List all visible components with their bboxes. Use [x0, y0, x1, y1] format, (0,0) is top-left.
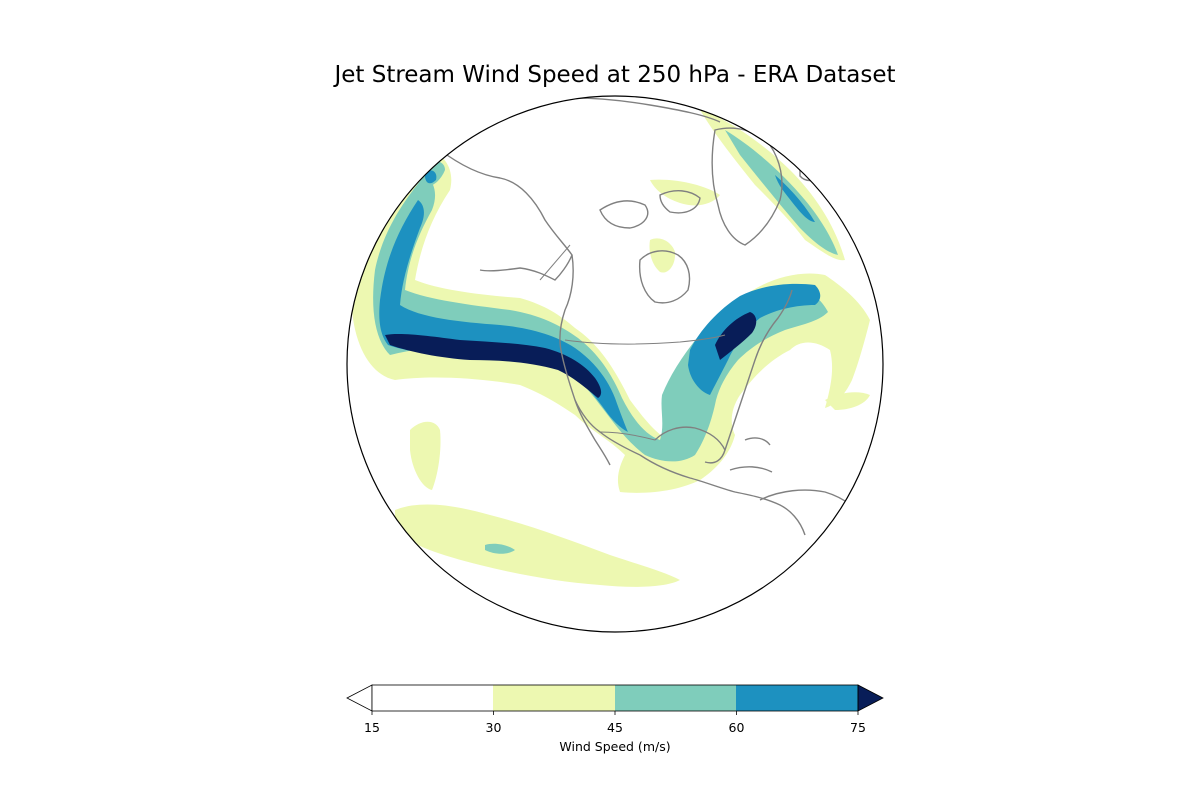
contour-30-45-east-atlantic — [825, 392, 870, 410]
contour-30-45-arctic-patch — [650, 179, 720, 206]
contour-60-75-pacific-jet — [379, 200, 628, 432]
contour-45-60-subtropical — [485, 543, 515, 554]
colorbar-tick-label: 60 — [729, 720, 745, 735]
borders — [539, 244, 726, 441]
colorbar-label: Wind Speed (m/s) — [559, 739, 670, 754]
coastline-alaska — [439, 149, 573, 281]
coastline-gulf-of-mexico — [654, 426, 726, 464]
coastline-west-north-america — [559, 254, 641, 456]
colorbar-extend-low — [346, 684, 373, 712]
contour-75plus-pacific-jet — [385, 333, 602, 398]
colorbar: 15 30 45 60 75 Wind Speed (m/s) — [346, 684, 884, 754]
contour-75plus-atlantic-jet — [715, 312, 757, 360]
border-alaska-canada — [539, 244, 571, 281]
colorbar-segment-45-60 — [615, 685, 736, 711]
coastline-cuba — [729, 466, 773, 473]
border-us-mexico — [599, 431, 656, 441]
colorbar-segment-60-75 — [736, 685, 858, 711]
coastline-hudson-bay — [638, 250, 691, 304]
border-canada-us — [564, 334, 726, 345]
contour-45-60-pacific-jet — [373, 175, 828, 462]
colorbar-tick-label: 45 — [607, 720, 623, 735]
colorbar-tick-label: 75 — [850, 720, 866, 735]
contour-30-45-hudson — [649, 238, 676, 273]
colorbar-tick-label: 15 — [364, 720, 380, 735]
contour-60-75-north-atlantic — [775, 175, 815, 222]
contour-30-45-subtropical — [395, 504, 680, 587]
coastline-baja — [574, 399, 611, 466]
coastline-east-north-america — [724, 289, 793, 451]
globe-background — [347, 96, 883, 632]
contour-60-75-atlantic-jet — [688, 283, 821, 395]
colorbar-ticks: 15 30 45 60 75 — [364, 711, 866, 735]
coastline-arctic-islands-2 — [659, 190, 701, 214]
colorbar-tick-label: 30 — [486, 720, 502, 735]
contour-30-45-central-pacific — [410, 421, 441, 490]
globe-outline — [346, 95, 884, 633]
coastline-caribbean — [744, 437, 771, 446]
colorbar-segment-30-45 — [493, 685, 615, 711]
coastline-mexico-central-america — [639, 454, 806, 536]
colorbar-extend-high — [857, 684, 884, 712]
colorbar-segment-15-30 — [372, 685, 493, 711]
contour-60-75-alaska — [424, 170, 437, 184]
chart-title: Jet Stream Wind Speed at 250 hPa - ERA D… — [334, 62, 896, 88]
coastline-arctic-islands-1 — [599, 200, 649, 229]
